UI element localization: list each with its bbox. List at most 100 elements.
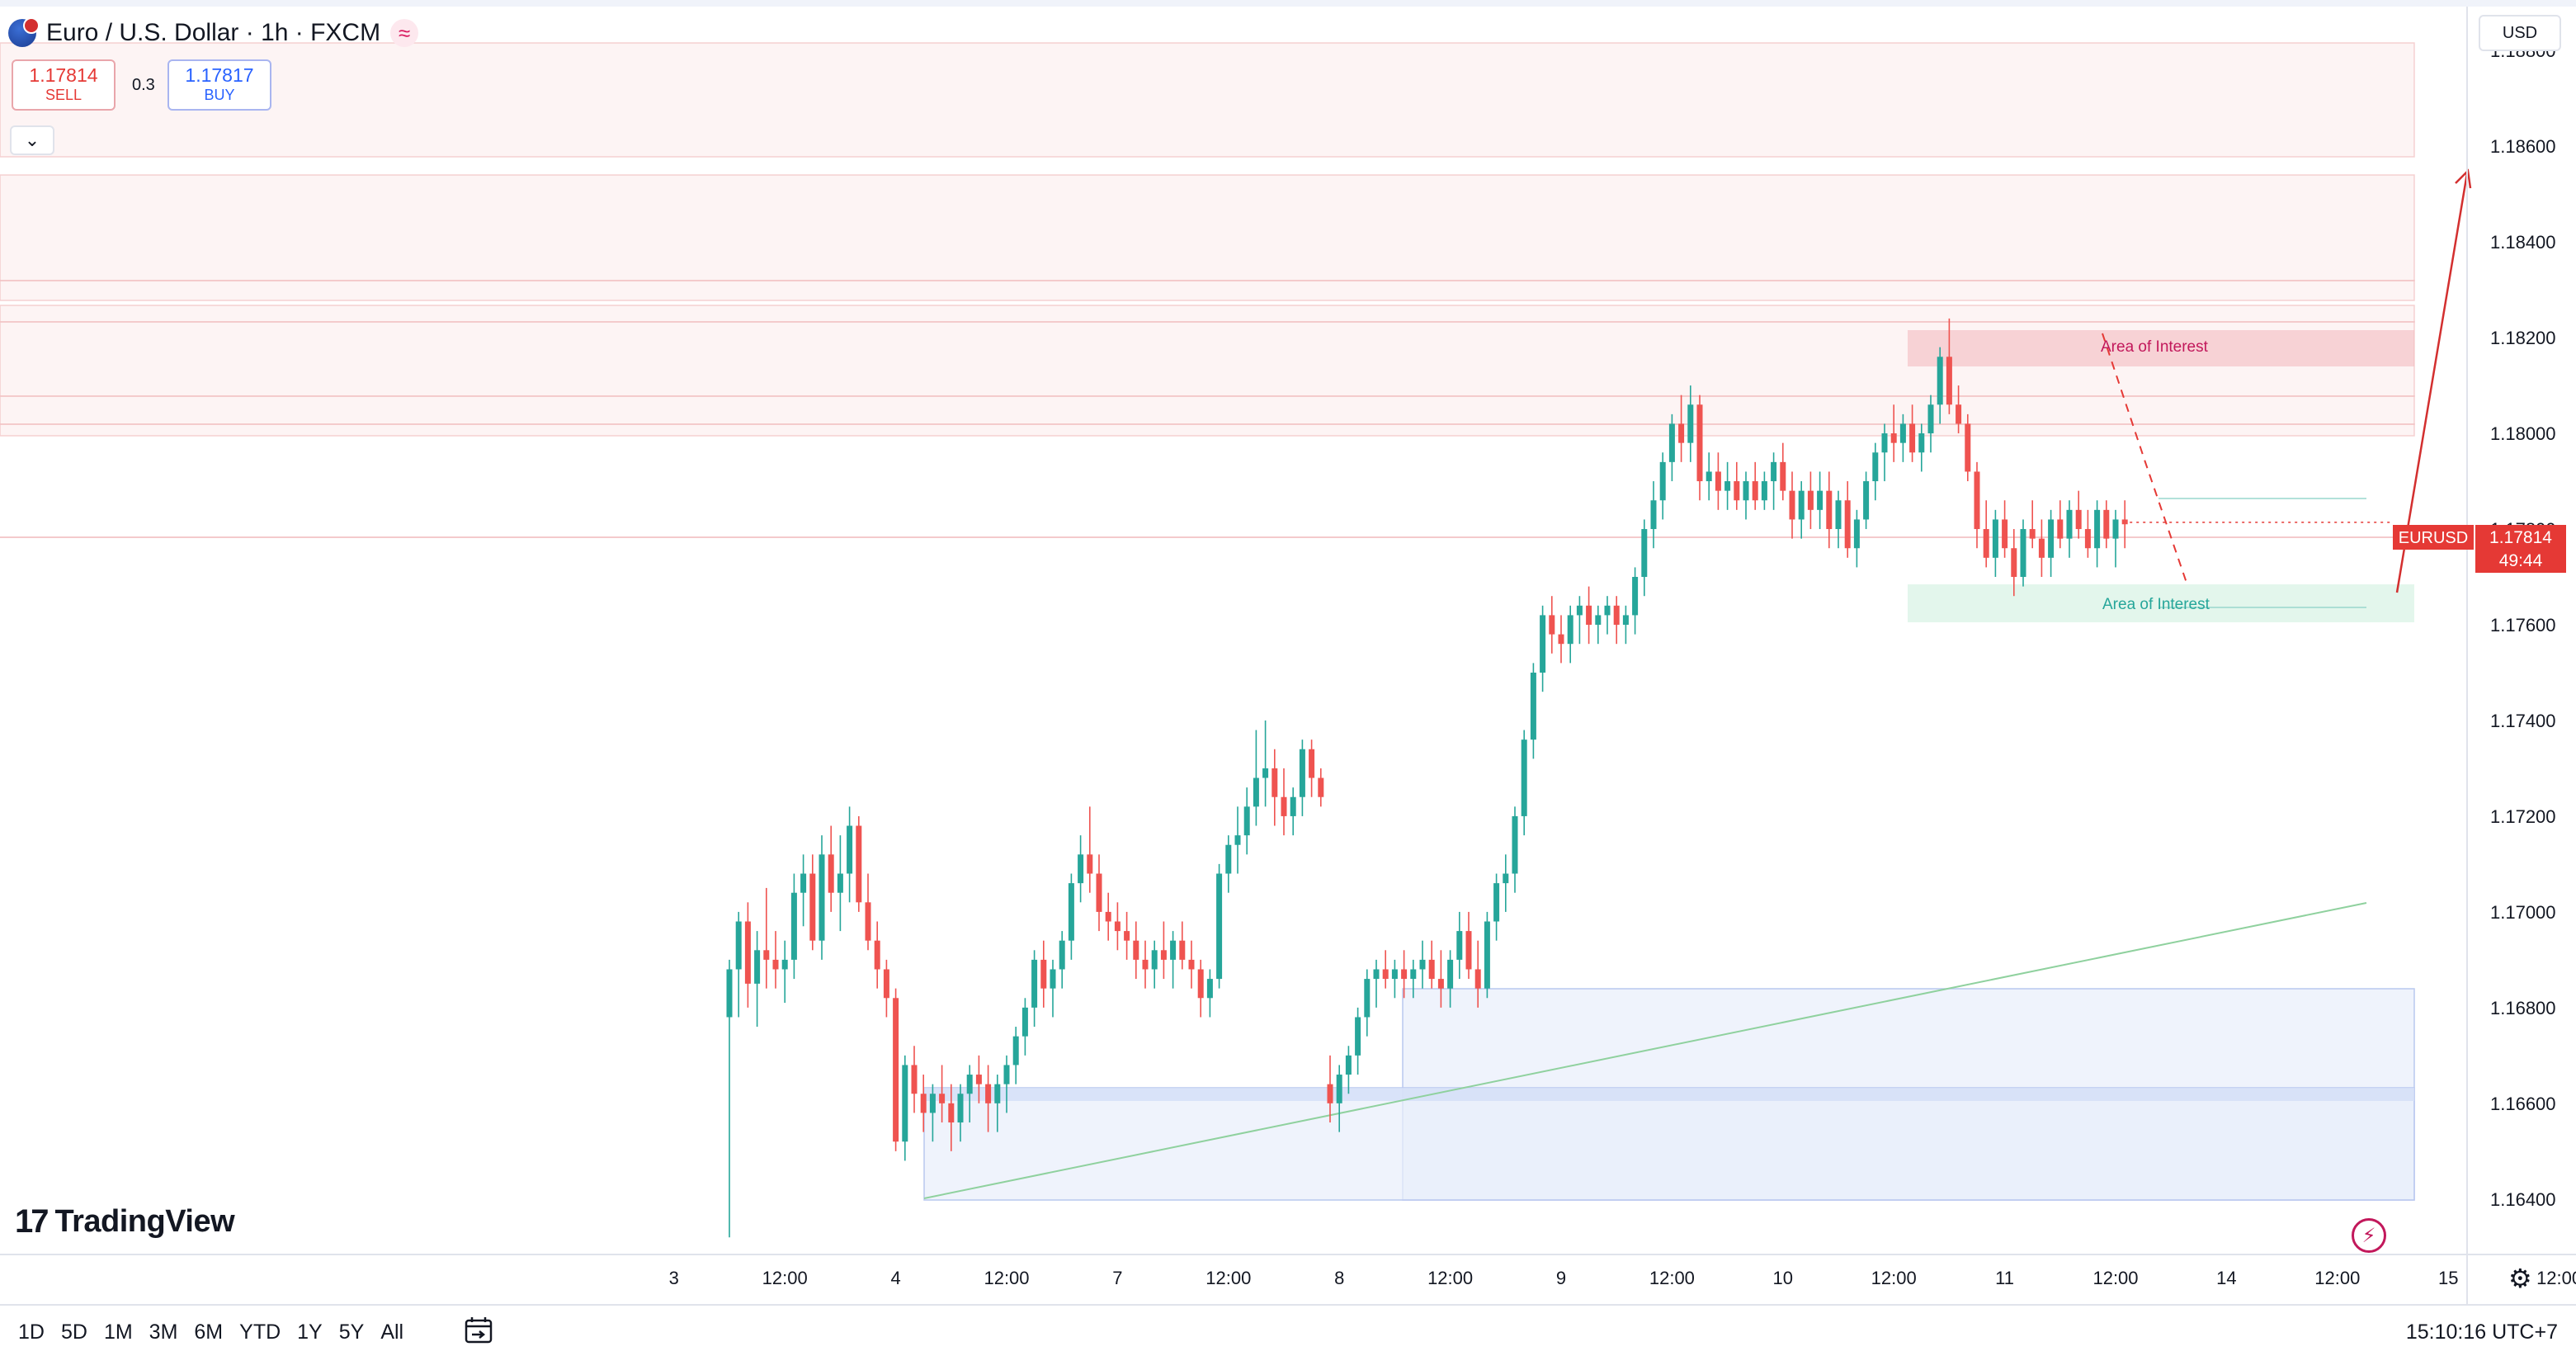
currency-selector[interactable]: USD xyxy=(2479,15,2561,51)
candle-body-15 xyxy=(865,902,871,941)
candle-body-20 xyxy=(911,1065,918,1094)
candle-body-125 xyxy=(1881,433,1888,453)
x-tick-label-6: 8 xyxy=(1334,1268,1344,1288)
x-tick-label-12: 11 xyxy=(1995,1268,2014,1288)
range-button-all[interactable]: All xyxy=(380,1321,404,1344)
candle-body-9 xyxy=(809,873,816,941)
candle-body-134 xyxy=(1965,423,1971,472)
area-of-interest-top-zone xyxy=(1908,330,2414,366)
range-button-3m[interactable]: 3M xyxy=(149,1321,178,1344)
supply-zone-6 xyxy=(0,423,2415,437)
x-tick-label-13: 12:00 xyxy=(2092,1268,2138,1288)
clock-readout[interactable]: 15:10:16 UTC+7 xyxy=(2405,1321,2558,1344)
candle-body-57 xyxy=(1253,777,1259,807)
candle-body-117 xyxy=(1807,490,1814,510)
candle-body-48 xyxy=(1170,940,1177,960)
collapse-chevron-icon[interactable]: ⌄ xyxy=(10,125,54,155)
candle-layer xyxy=(726,318,2128,1238)
candle-body-80 xyxy=(1465,931,1472,970)
range-button-ytd[interactable]: YTD xyxy=(239,1321,281,1344)
candle-body-140 xyxy=(2020,529,2026,578)
candle-body-105 xyxy=(1696,404,1703,482)
candle-body-22 xyxy=(929,1094,936,1113)
y-tick-label-12: 1.16400 xyxy=(2490,1189,2556,1210)
candle-body-63 xyxy=(1309,749,1315,778)
candle-body-73 xyxy=(1401,969,1408,980)
eur-usd-flag-icon xyxy=(8,17,40,47)
candle-body-24 xyxy=(948,1103,955,1123)
candle-body-138 xyxy=(2002,519,2008,549)
candle-body-45 xyxy=(1142,959,1149,970)
candle-body-61 xyxy=(1290,796,1296,816)
date-range-calendar-icon[interactable] xyxy=(462,1314,495,1347)
sell-price: 1.17814 xyxy=(29,64,98,86)
candle-body-26 xyxy=(966,1075,973,1094)
settings-gear-icon[interactable]: ⚙ xyxy=(2508,1264,2532,1293)
candle-body-120 xyxy=(1835,500,1842,530)
candle-body-94 xyxy=(1595,615,1602,625)
candle-body-27 xyxy=(975,1075,982,1084)
range-button-1m[interactable]: 1M xyxy=(103,1321,133,1344)
x-tick-label-15: 12:00 xyxy=(2314,1268,2360,1288)
range-zone-band xyxy=(924,1088,2414,1101)
sell-button[interactable]: 1.17814 SELL xyxy=(12,59,116,111)
candle-body-8 xyxy=(800,873,807,893)
candle-body-137 xyxy=(1992,519,1998,558)
y-tick-label-2: 1.18400 xyxy=(2490,232,2556,253)
symbol-header[interactable]: Euro / U.S. Dollar · 1h · FXCM ≈ xyxy=(8,13,419,53)
candle-body-85 xyxy=(1512,815,1518,874)
candle-body-114 xyxy=(1780,461,1786,491)
range-button-5d[interactable]: 5D xyxy=(60,1321,87,1344)
candle-body-32 xyxy=(1021,1007,1028,1037)
candle-body-69 xyxy=(1364,979,1371,1018)
candle-body-84 xyxy=(1503,873,1509,884)
candle-body-87 xyxy=(1530,672,1536,740)
candle-body-135 xyxy=(1974,471,1980,530)
range-buttons: 1D 5D 1M 3M 6M YTD 1Y 5Y All xyxy=(18,1321,403,1344)
candle-body-131 xyxy=(1937,357,1943,405)
projection-arrow xyxy=(2395,172,2469,593)
candle-body-109 xyxy=(1734,481,1740,501)
candle-body-77 xyxy=(1437,979,1444,989)
candle-body-143 xyxy=(2048,519,2055,558)
candle-body-151 xyxy=(2121,519,2128,525)
candle-body-95 xyxy=(1604,605,1611,616)
candle-body-19 xyxy=(902,1065,908,1142)
x-tick-label-1: 12:00 xyxy=(762,1268,808,1288)
candle-body-97 xyxy=(1622,615,1629,625)
candle-body-53 xyxy=(1216,873,1223,980)
range-button-1d[interactable]: 1D xyxy=(18,1321,45,1344)
candle-body-17 xyxy=(883,969,889,999)
data-status-icon[interactable]: ≈ xyxy=(390,19,419,47)
candle-body-128 xyxy=(1909,423,1916,453)
candle-body-141 xyxy=(2029,529,2036,539)
x-tick-label-4: 7 xyxy=(1112,1268,1122,1288)
candle-body-59 xyxy=(1271,768,1278,797)
lightning-icon[interactable]: ⚡ xyxy=(2352,1218,2386,1253)
candle-body-16 xyxy=(874,940,880,970)
price-tag-countdown: 49:44 xyxy=(2499,551,2543,570)
supply-zone-0 xyxy=(0,42,2415,158)
tradingview-logo-icon: 17 xyxy=(15,1203,49,1240)
range-button-1y[interactable]: 1Y xyxy=(297,1321,323,1344)
candle-body-149 xyxy=(2103,509,2110,539)
candle-body-65 xyxy=(1327,1084,1333,1103)
candle-body-42 xyxy=(1114,921,1121,932)
candle-body-7 xyxy=(790,892,797,960)
range-button-5y[interactable]: 5Y xyxy=(338,1321,365,1344)
candle-body-29 xyxy=(994,1084,1001,1103)
x-tick-label-10: 10 xyxy=(1773,1268,1793,1288)
candle-body-126 xyxy=(1890,433,1897,443)
candle-body-49 xyxy=(1179,940,1186,960)
candle-body-50 xyxy=(1188,959,1195,970)
brand-name: TradingView xyxy=(54,1204,235,1239)
candle-body-47 xyxy=(1160,950,1167,960)
symbol-title[interactable]: Euro / U.S. Dollar · 1h · FXCM xyxy=(46,19,381,46)
buy-button[interactable]: 1.17817 BUY xyxy=(167,59,271,111)
range-button-6m[interactable]: 6M xyxy=(194,1321,224,1344)
candle-body-71 xyxy=(1382,969,1389,980)
candle-body-145 xyxy=(2066,509,2073,539)
tradingview-logo[interactable]: 17 TradingView xyxy=(15,1203,235,1240)
y-tick-label-4: 1.18000 xyxy=(2490,423,2556,444)
